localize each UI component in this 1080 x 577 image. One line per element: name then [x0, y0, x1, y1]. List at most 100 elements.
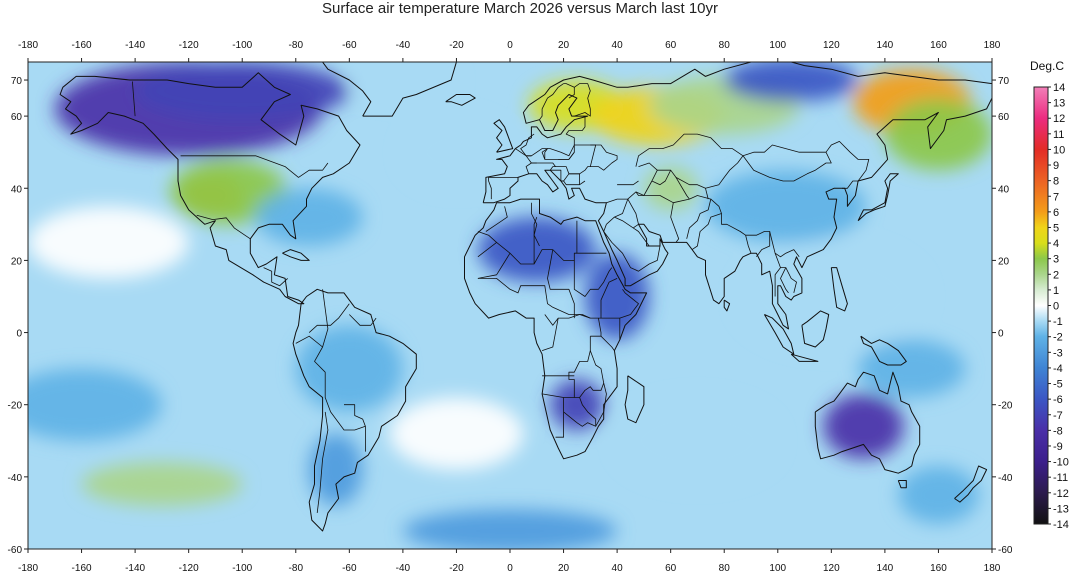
lon-tick-label-bottom: 140	[877, 563, 894, 574]
coastline	[59, 72, 361, 305]
colorbar-label: 7	[1053, 191, 1059, 203]
colorbar-label: -3	[1053, 347, 1063, 359]
anomaly-region	[81, 462, 243, 506]
country-border	[600, 335, 615, 351]
lon-tick-label-bottom: 80	[719, 563, 731, 574]
country-border	[576, 422, 596, 427]
lat-tick-label-right: -20	[998, 401, 1013, 412]
colorbar-label: 2	[1053, 269, 1059, 281]
lon-tick-label-bottom: -140	[125, 563, 145, 574]
coastline	[790, 353, 819, 362]
lon-tick-label-top: 20	[558, 40, 570, 51]
country-border	[344, 404, 366, 427]
colorbar-label: -6	[1053, 394, 1063, 406]
colorbar-title: Deg.C	[1030, 59, 1065, 73]
country-border	[568, 87, 575, 99]
country-border	[590, 318, 602, 337]
colorbar-label: 10	[1053, 144, 1065, 156]
country-border	[614, 216, 639, 229]
lon-tick-label-bottom: -120	[179, 563, 199, 574]
lon-tick-label-top: -180	[18, 40, 38, 51]
colorbar-label: -4	[1053, 363, 1063, 375]
country-border	[632, 227, 650, 247]
lon-tick-label-top: -140	[125, 40, 145, 51]
country-border	[308, 303, 350, 333]
colorbar-label: 8	[1053, 176, 1059, 188]
lon-tick-label-top: 140	[877, 40, 894, 51]
country-border	[673, 195, 712, 239]
colorbar-label: -13	[1053, 503, 1069, 515]
country-border	[635, 191, 680, 243]
country-border	[196, 214, 251, 240]
colorbar-label: 11	[1053, 129, 1064, 141]
country-border	[842, 177, 862, 189]
lon-tick-label-bottom: 100	[769, 563, 786, 574]
lon-tick-label-bottom: -80	[289, 563, 304, 574]
country-border	[627, 198, 639, 225]
coastline	[763, 314, 795, 355]
lon-tick-label-top: -40	[396, 40, 411, 51]
lat-tick-label-right: 70	[998, 76, 1010, 87]
anomaly-region	[477, 217, 596, 283]
coastline	[830, 267, 848, 312]
country-border	[780, 267, 789, 294]
anomaly-region	[585, 253, 650, 340]
country-border	[485, 206, 508, 232]
lon-tick-label-bottom: -160	[72, 563, 92, 574]
country-border	[477, 231, 497, 243]
lat-tick-label-left: -40	[8, 473, 23, 484]
country-border	[606, 198, 629, 225]
country-border	[295, 335, 323, 348]
lat-tick-label-left: 70	[11, 76, 23, 87]
country-border	[565, 116, 586, 145]
country-border	[477, 220, 578, 265]
lon-tick-label-top: 100	[769, 40, 786, 51]
anomaly-region	[705, 170, 867, 243]
coastline	[801, 310, 830, 348]
colorbar-label: -7	[1053, 410, 1063, 422]
country-border	[617, 180, 639, 186]
coastline	[723, 299, 731, 312]
colorbar-label: 12	[1053, 113, 1065, 125]
country-border	[525, 155, 537, 164]
colorbar-label: -10	[1053, 457, 1069, 469]
lon-tick-label-top: -20	[449, 40, 464, 51]
anomaly-region	[135, 62, 350, 120]
country-border	[590, 144, 618, 171]
colorbar-label: -5	[1053, 379, 1063, 391]
country-border	[675, 177, 690, 200]
country-border	[579, 383, 607, 427]
map-axes: -180 -180 -160 -160 -140 -140 -120 -120 -100 -100…	[8, 40, 1013, 574]
colorbar-scale	[1033, 86, 1049, 525]
colorbar-label: 1	[1053, 285, 1059, 297]
country-border	[603, 224, 661, 272]
country-border	[531, 202, 540, 247]
colorbar-label: 0	[1053, 301, 1059, 313]
country-border	[542, 336, 591, 398]
coastline	[624, 375, 645, 424]
coastline	[445, 94, 476, 106]
anomaly-region	[309, 433, 363, 506]
coastline	[860, 335, 907, 366]
lon-tick-label-top: 80	[719, 40, 731, 51]
lon-tick-label-top: -60	[342, 40, 357, 51]
country-border	[769, 231, 800, 258]
colorbar-label: 3	[1053, 254, 1059, 266]
lon-tick-label-bottom: 180	[984, 563, 1001, 574]
country-border	[349, 314, 377, 326]
chart-title: Surface air temperature March 2026 versu…	[322, 0, 718, 17]
anomaly-region	[643, 166, 698, 210]
anomaly-blobs	[28, 62, 992, 549]
lat-tick-label-right: 20	[998, 256, 1010, 267]
lon-tick-label-bottom: 120	[823, 563, 840, 574]
country-border	[544, 314, 591, 326]
coastline	[954, 465, 988, 503]
lon-tick-label-top: -120	[179, 40, 199, 51]
lon-tick-label-top: 60	[665, 40, 677, 51]
colorbar-label: -1	[1053, 316, 1063, 328]
lon-tick-label-top: -100	[232, 40, 252, 51]
country-border	[574, 350, 605, 398]
lon-tick-label-top: 0	[507, 40, 513, 51]
country-border	[533, 216, 538, 264]
country-border	[560, 180, 580, 186]
